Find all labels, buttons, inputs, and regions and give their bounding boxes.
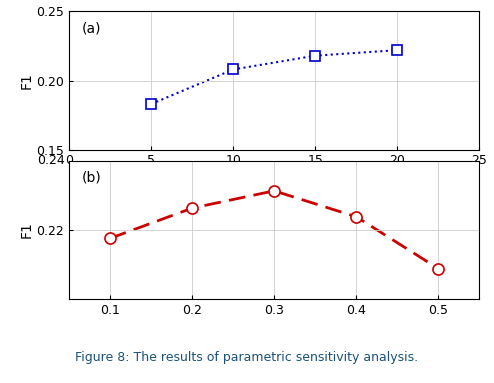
Y-axis label: F1: F1 bbox=[20, 72, 34, 89]
Text: 0.24: 0.24 bbox=[38, 154, 65, 167]
Text: Figure 8: The results of parametric sensitivity analysis.: Figure 8: The results of parametric sens… bbox=[76, 351, 418, 364]
Text: (a): (a) bbox=[82, 21, 101, 35]
Text: (b): (b) bbox=[82, 170, 101, 184]
Y-axis label: F1: F1 bbox=[20, 221, 34, 238]
